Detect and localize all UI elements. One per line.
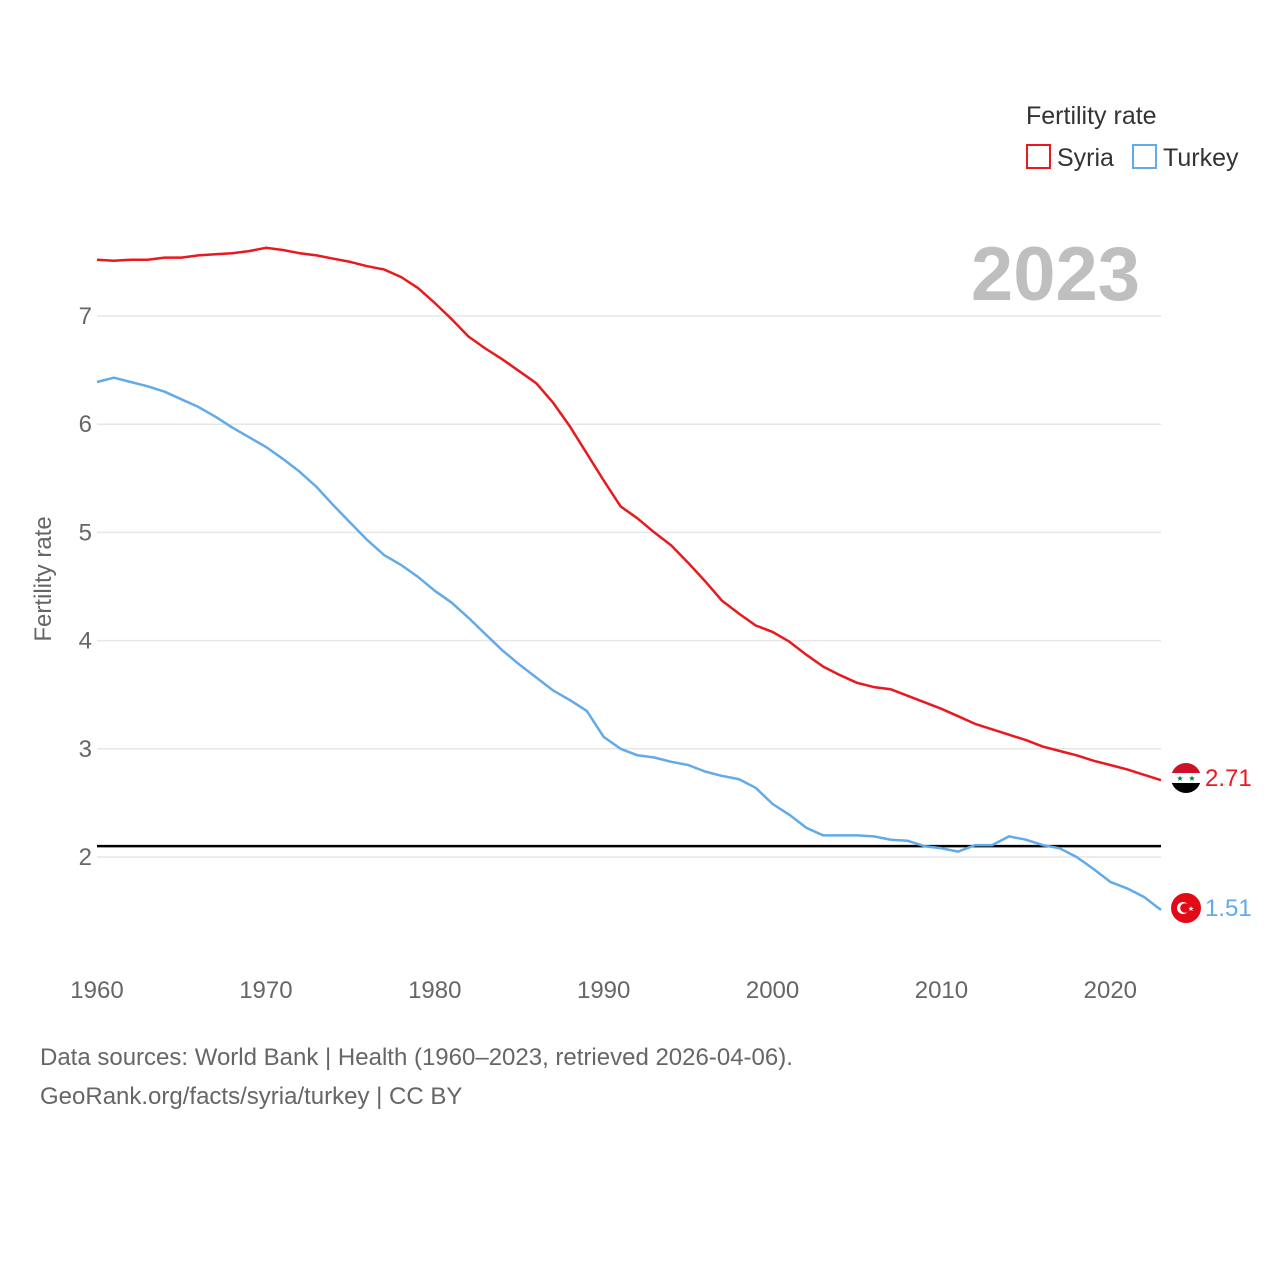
syria-flag-icon: ★ ★ — [1171, 763, 1201, 793]
y-tick-label: 2 — [79, 844, 92, 871]
y-axis-ticks: 2 3 4 5 6 7 — [79, 303, 92, 871]
x-tick-label: 2020 — [1084, 977, 1137, 1004]
x-tick-label: 1980 — [408, 977, 461, 1004]
y-tick-label: 7 — [79, 303, 92, 330]
y-tick-label: 6 — [79, 411, 92, 438]
y-tick-label: 4 — [79, 628, 92, 655]
footer-source-line: Data sources: World Bank | Health (1960–… — [40, 1044, 793, 1071]
x-tick-label: 2000 — [746, 977, 799, 1004]
legend-item-turkey[interactable]: Turkey — [1132, 144, 1239, 172]
y-tick-label: 3 — [79, 736, 92, 763]
legend-title: Fertility rate — [1026, 102, 1157, 130]
legend: Fertility rate Syria Turkey — [1026, 102, 1239, 172]
end-value-label-syria: 2.71 — [1205, 765, 1252, 792]
x-tick-label: 1970 — [239, 977, 292, 1004]
y-tick-label: 5 — [79, 519, 92, 546]
end-value-label-turkey: 1.51 — [1205, 895, 1252, 922]
footer-attribution-line[interactable]: GeoRank.org/facts/syria/turkey | CC BY — [40, 1083, 463, 1110]
x-tick-label: 1960 — [70, 977, 123, 1004]
legend-swatch-turkey — [1132, 144, 1157, 169]
current-year-label: 2023 — [971, 232, 1140, 317]
x-axis-ticks: 1960 1970 1980 1990 2000 2010 2020 — [70, 977, 1137, 1004]
legend-item-syria[interactable]: Syria — [1026, 144, 1114, 172]
svg-text:★: ★ — [1188, 774, 1195, 783]
series-line-syria — [96, 246, 1162, 782]
svg-text:★: ★ — [1188, 905, 1194, 913]
legend-label-turkey: Turkey — [1163, 144, 1239, 172]
svg-text:★: ★ — [1176, 774, 1183, 783]
legend-label-syria: Syria — [1057, 144, 1114, 172]
series-line-turkey — [96, 376, 1162, 911]
turkey-flag-icon: ★ — [1171, 893, 1201, 923]
legend-swatch-syria — [1026, 144, 1051, 169]
x-tick-label: 2010 — [915, 977, 968, 1004]
x-tick-label: 1990 — [577, 977, 630, 1004]
y-axis-title: Fertility rate — [30, 516, 57, 641]
grid-lines — [97, 315, 1161, 858]
